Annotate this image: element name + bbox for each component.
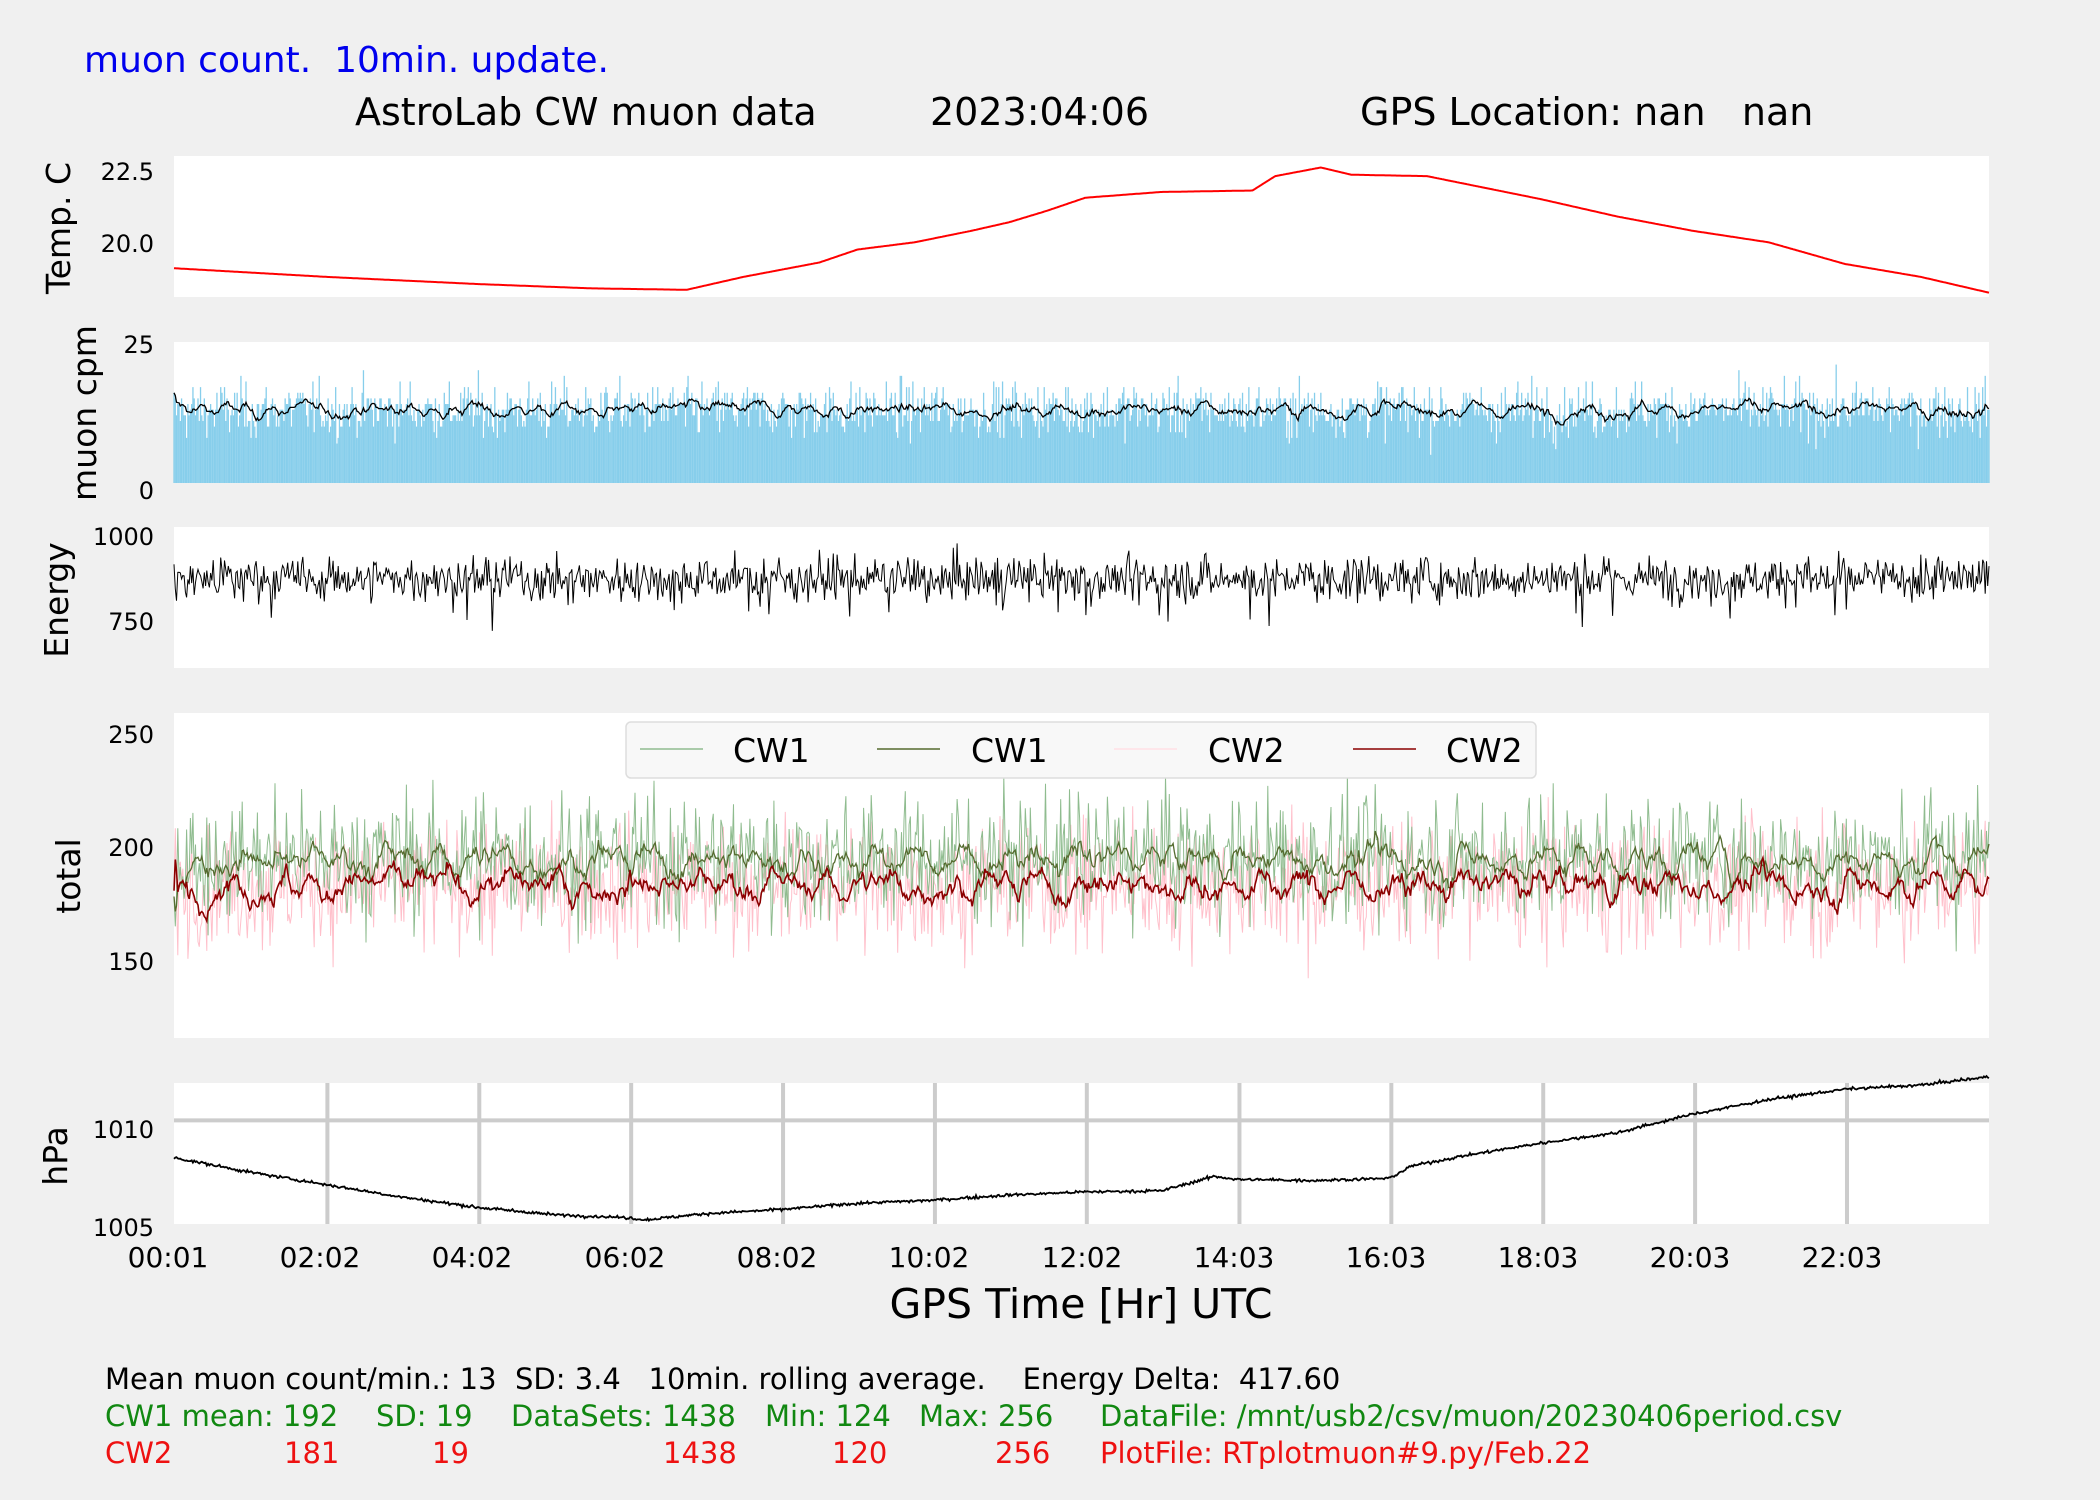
x-tick-label: 12:02 bbox=[1042, 1241, 1123, 1274]
temp-ylabel: Temp. C bbox=[39, 162, 78, 295]
cw1-rolling-line bbox=[173, 830, 1990, 912]
legend-box bbox=[625, 721, 1537, 779]
x-tick-label: 14:03 bbox=[1194, 1241, 1275, 1274]
energy-ylabel: Energy bbox=[37, 542, 76, 658]
x-tick-label: 22:03 bbox=[1802, 1241, 1883, 1274]
x-tick-label: 10:02 bbox=[889, 1241, 970, 1274]
pressure-ytick: 1010 bbox=[93, 1116, 154, 1144]
muon-rolling-line bbox=[173, 392, 1990, 426]
total-ytick: 200 bbox=[108, 834, 154, 862]
pressure-line bbox=[173, 1074, 1990, 1223]
cw1-mean: CW1 mean: 192 bbox=[105, 1399, 339, 1433]
temp-panel bbox=[174, 156, 1989, 297]
energy-ytick: 750 bbox=[108, 608, 154, 636]
pressure-ylabel: hPa bbox=[36, 1126, 75, 1186]
legend-label-cw2-avg: CW2 bbox=[1446, 731, 1523, 770]
cw1-min: Min: 124 bbox=[765, 1399, 891, 1433]
cw1-raw-line bbox=[173, 769, 1990, 952]
cw2-min: 120 bbox=[832, 1436, 888, 1470]
muon-stats-line: Mean muon count/min.: 13 SD: 3.4 10min. … bbox=[105, 1362, 1341, 1396]
x-axis-label: GPS Time [Hr] UTC bbox=[890, 1280, 1273, 1328]
total-ylabel: total bbox=[49, 838, 88, 913]
cw2-raw-line bbox=[173, 797, 1990, 979]
legend-label-cw1-raw: CW1 bbox=[733, 731, 810, 770]
total-ytick: 250 bbox=[108, 721, 154, 749]
plot-layer bbox=[173, 166, 1990, 1224]
muon-ylabel: muon cpm bbox=[65, 325, 104, 501]
legend: CW1 CW1 CW2 CW2 bbox=[625, 721, 1537, 779]
gps-location: GPS Location: nan nan bbox=[1360, 90, 1814, 134]
cw2-mean: 181 bbox=[284, 1436, 340, 1470]
temp-ytick: 20.0 bbox=[101, 230, 154, 258]
legend-label-cw1-avg: CW1 bbox=[971, 731, 1048, 770]
x-tick-label: 02:02 bbox=[280, 1241, 361, 1274]
plot-file: PlotFile: RTplotmuon#9.py/Feb.22 bbox=[1100, 1436, 1592, 1470]
cw2-datasets: 1438 bbox=[663, 1436, 737, 1470]
cw2-label: CW2 bbox=[105, 1436, 173, 1470]
x-tick-label: 08:02 bbox=[737, 1241, 818, 1274]
data-file: DataFile: /mnt/usb2/csv/muon/20230406per… bbox=[1100, 1399, 1843, 1433]
cw1-max: Max: 256 bbox=[919, 1399, 1054, 1433]
pressure-panel bbox=[174, 1083, 1989, 1224]
pressure-ytick: 1005 bbox=[93, 1214, 154, 1242]
energy-panel bbox=[174, 527, 1989, 668]
temp-line bbox=[173, 166, 1990, 294]
chart-date: 2023:04:06 bbox=[930, 90, 1150, 134]
x-tick-label: 16:03 bbox=[1346, 1241, 1427, 1274]
update-tag: muon count. 10min. update. bbox=[84, 40, 609, 81]
cw1-datasets: DataSets: 1438 bbox=[511, 1399, 736, 1433]
cw2-sd: 19 bbox=[432, 1436, 469, 1470]
energy-ytick: 1000 bbox=[93, 523, 154, 551]
muon-ytick: 0 bbox=[139, 477, 154, 505]
x-tick-label: 20:03 bbox=[1650, 1241, 1731, 1274]
temp-ytick: 22.5 bbox=[101, 158, 154, 186]
x-tick-label: 00:01 bbox=[128, 1241, 209, 1274]
cw2-max: 256 bbox=[995, 1436, 1051, 1470]
total-ytick: 150 bbox=[108, 948, 154, 976]
x-tick-label: 18:03 bbox=[1498, 1241, 1579, 1274]
energy-line bbox=[173, 543, 1990, 631]
x-tick-label: 04:02 bbox=[432, 1241, 513, 1274]
x-tick-label: 06:02 bbox=[585, 1241, 666, 1274]
cw2-rolling-line bbox=[173, 854, 1990, 925]
cw1-sd: SD: 19 bbox=[376, 1399, 473, 1433]
muon-ytick: 25 bbox=[123, 331, 154, 359]
legend-label-cw2-raw: CW2 bbox=[1208, 731, 1285, 770]
chart-title: AstroLab CW muon data bbox=[355, 90, 817, 134]
